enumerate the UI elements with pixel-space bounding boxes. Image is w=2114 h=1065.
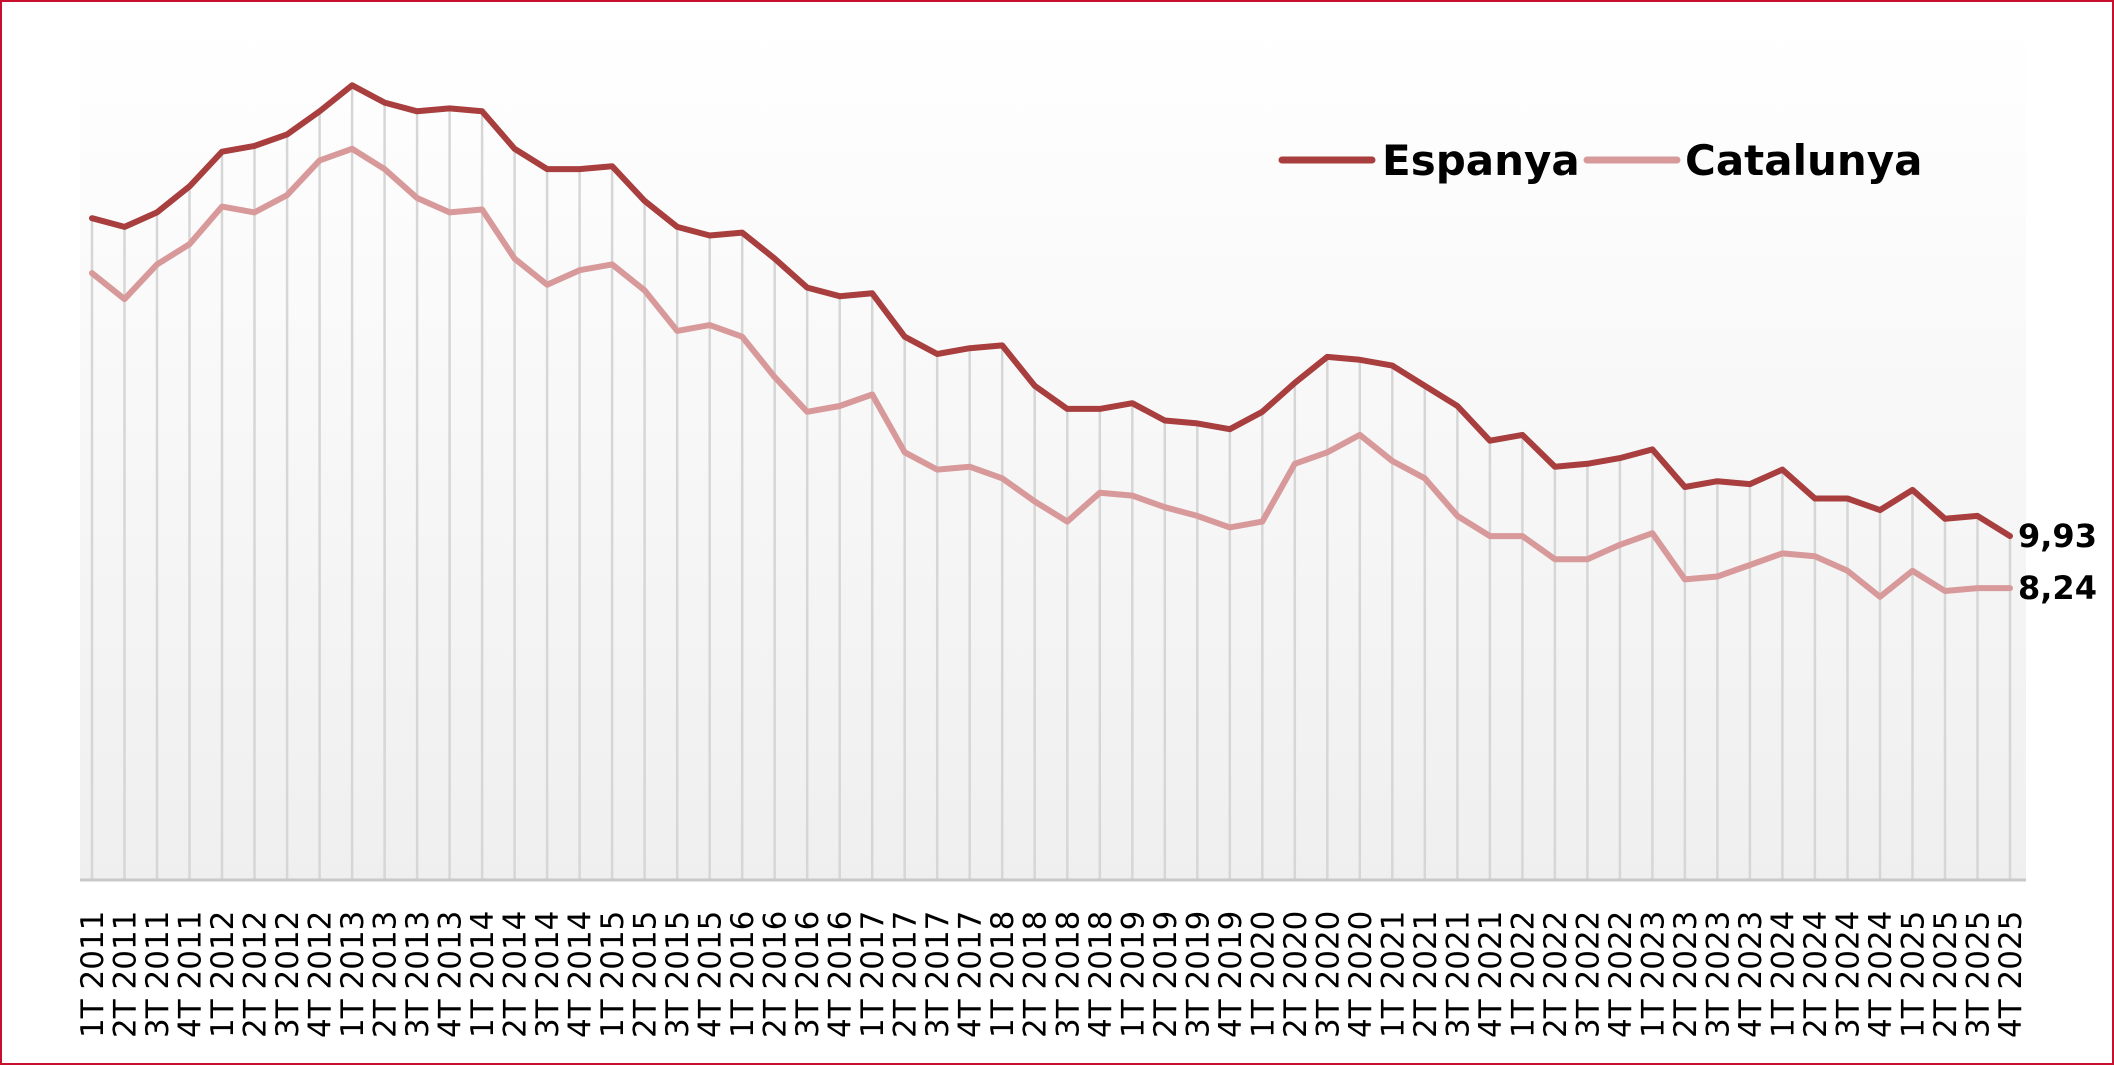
x-tick-label: 2T 2014 (498, 911, 534, 1038)
legend-label-catalunya: Catalunya (1685, 136, 1923, 185)
x-tick-label: 1T 2016 (725, 911, 761, 1038)
x-tick-label: 4T 2022 (1603, 911, 1639, 1038)
x-tick-label: 1T 2020 (1245, 911, 1281, 1038)
x-tick-label: 4T 2011 (173, 911, 209, 1038)
x-tick-label: 1T 2012 (205, 911, 241, 1038)
x-tick-label: 1T 2017 (855, 911, 891, 1038)
x-tick-label: 2T 2011 (108, 911, 144, 1038)
x-tick-label: 2T 2013 (368, 911, 404, 1038)
grid-lines (90, 85, 2012, 880)
x-tick-label: 4T 2014 (563, 911, 599, 1038)
x-tick-label: 3T 2024 (1831, 911, 1867, 1038)
x-tick-label: 3T 2020 (1310, 911, 1346, 1038)
x-tick-label: 2T 2024 (1798, 911, 1834, 1038)
x-tick-label: 4T 2015 (693, 911, 729, 1038)
x-tick-label: 3T 2013 (400, 911, 436, 1038)
x-tick-label: 4T 2024 (1863, 911, 1899, 1038)
x-tick-label: 4T 2013 (433, 911, 469, 1038)
x-tick-label: 1T 2024 (1765, 911, 1801, 1038)
x-tick-label: 4T 2025 (1993, 911, 2029, 1038)
x-tick-label: 2T 2022 (1538, 911, 1574, 1038)
x-tick-label: 3T 2023 (1700, 911, 1736, 1038)
end-label-espanya: 9,93 (2018, 517, 2097, 555)
x-tick-label: 3T 2012 (270, 911, 306, 1038)
x-tick-label: 1T 2025 (1896, 911, 1932, 1038)
x-tick-label: 3T 2019 (1180, 911, 1216, 1038)
x-tick-label: 1T 2019 (1115, 911, 1151, 1038)
x-tick-label: 4T 2017 (953, 911, 989, 1038)
x-tick-label: 3T 2018 (1050, 911, 1086, 1038)
x-tick-label: 1T 2014 (465, 911, 501, 1038)
x-tick-label: 4T 2021 (1473, 911, 1509, 1038)
x-tick-label: 4T 2016 (823, 911, 859, 1038)
x-tick-label: 3T 2014 (530, 911, 566, 1038)
x-tick-label: 4T 2023 (1733, 911, 1769, 1038)
legend: Espanya Catalunya (1278, 136, 1923, 185)
x-tick-label: 2T 2012 (238, 911, 274, 1038)
x-tick-label: 1T 2011 (75, 911, 111, 1038)
x-tick-label: 1T 2015 (595, 911, 631, 1038)
x-tick-label: 3T 2017 (920, 911, 956, 1038)
series-lines (89, 82, 2013, 600)
x-tick-label: 3T 2011 (140, 911, 176, 1038)
x-tick-label: 3T 2025 (1961, 911, 1997, 1038)
x-tick-label: 2T 2018 (1018, 911, 1054, 1038)
x-tick-label: 1T 2023 (1635, 911, 1671, 1038)
x-tick-label: 1T 2013 (335, 911, 371, 1038)
x-tick-label: 4T 2020 (1343, 911, 1379, 1038)
x-tick-label: 4T 2012 (303, 911, 339, 1038)
x-tick-label: 3T 2022 (1570, 911, 1606, 1038)
plot-background (80, 22, 2026, 880)
end-labels: 9,93 8,24 (2018, 517, 2097, 607)
x-tick-label: 4T 2019 (1213, 911, 1249, 1038)
x-tick-label: 2T 2015 (628, 911, 664, 1038)
legend-label-espanya: Espanya (1382, 136, 1580, 185)
x-tick-label: 4T 2018 (1083, 911, 1119, 1038)
x-tick-label: 2T 2017 (888, 911, 924, 1038)
end-label-catalunya: 8,24 (2018, 569, 2097, 607)
x-tick-label: 2T 2023 (1668, 911, 1704, 1038)
x-tick-label: 2T 2019 (1148, 911, 1184, 1038)
x-tick-label: 3T 2015 (660, 911, 696, 1038)
x-tick-label: 3T 2021 (1440, 911, 1476, 1038)
x-tick-label: 1T 2021 (1375, 911, 1411, 1038)
x-tick-label: 1T 2022 (1505, 911, 1541, 1038)
x-tick-label: 3T 2016 (790, 911, 826, 1038)
series-line-espanya (89, 82, 2013, 540)
x-tick-label: 2T 2020 (1278, 911, 1314, 1038)
x-tick-label: 2T 2016 (758, 911, 794, 1038)
x-tick-label: 2T 2021 (1408, 911, 1444, 1038)
x-tick-label: 1T 2018 (985, 911, 1021, 1038)
series-line-catalunya (89, 145, 2013, 600)
x-tick-label: 2T 2025 (1928, 911, 1964, 1038)
